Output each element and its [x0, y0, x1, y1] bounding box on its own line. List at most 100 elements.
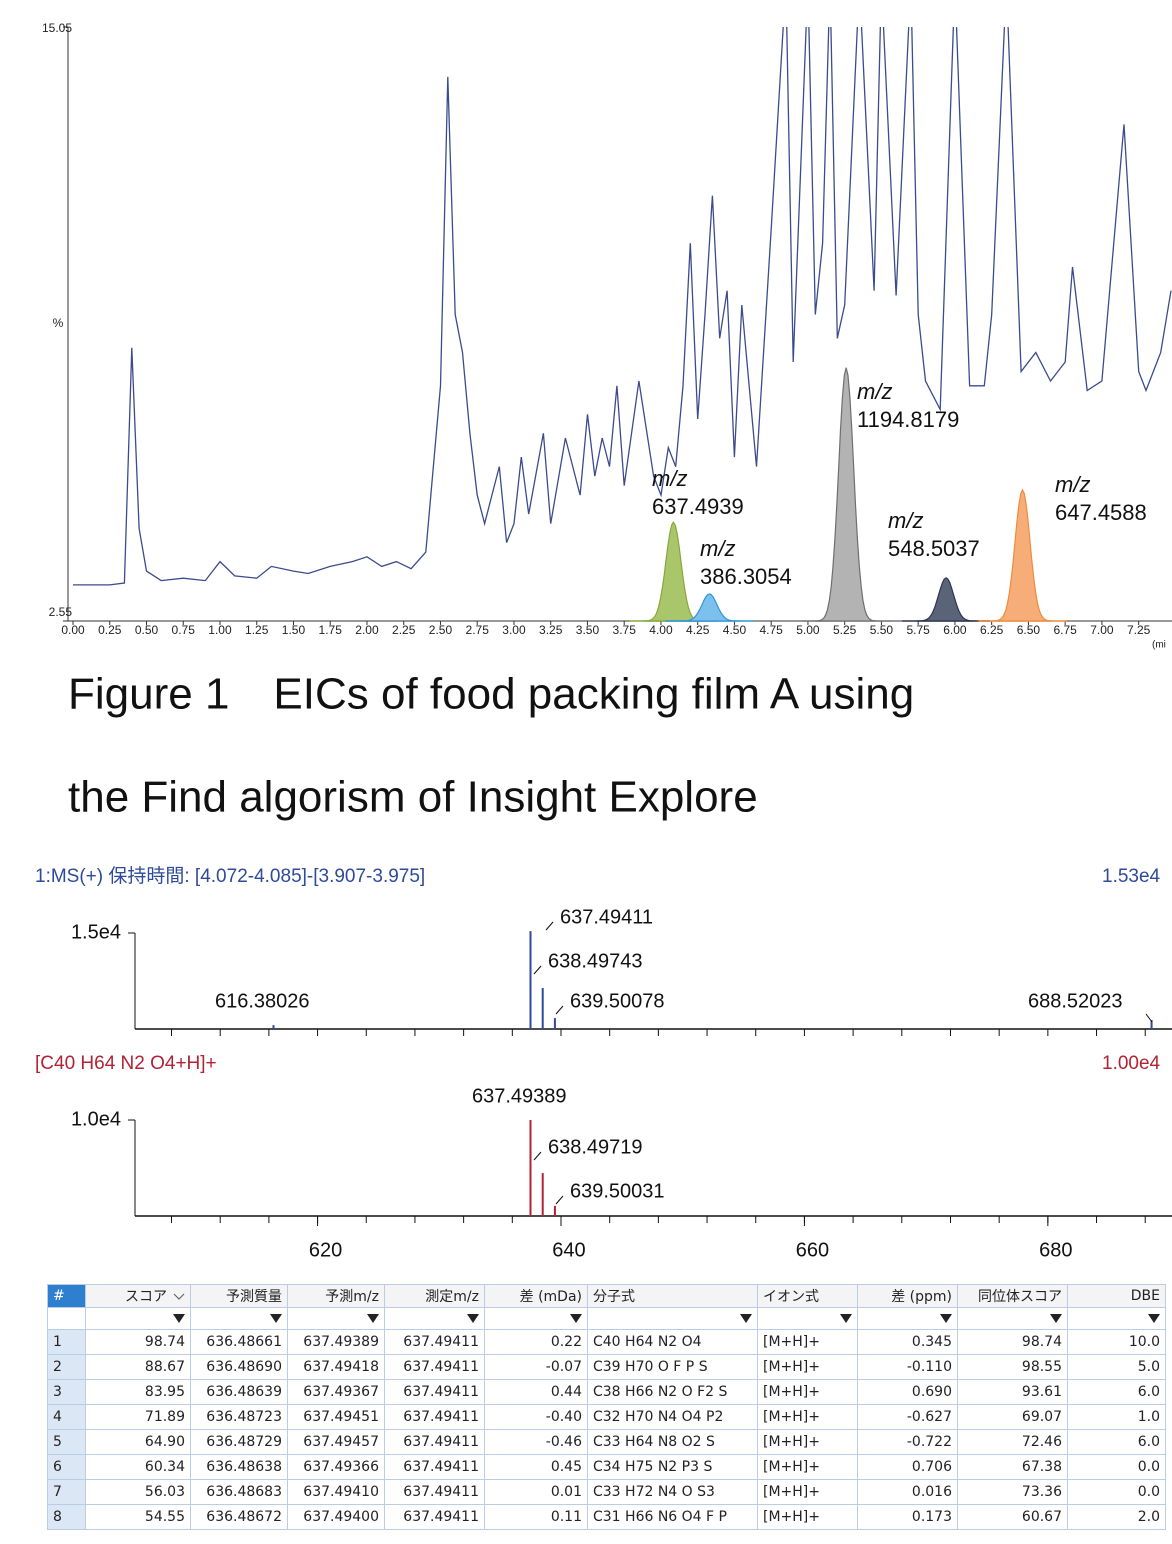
x-tick-label: 1.50 — [282, 623, 306, 637]
peak-label: 637.49389 — [472, 1085, 567, 1107]
filter-icon[interactable] — [840, 1314, 852, 1323]
table-cell: C31 H66 N6 O4 F P — [587, 1504, 758, 1530]
column-header: 差 (ppm) — [857, 1284, 958, 1308]
header-text: イオン式 — [763, 1289, 819, 1305]
table-cell: 637.49367 — [287, 1379, 385, 1405]
table-row[interactable]: 3 83.95 636.48639 637.49367 637.49411 0.44 C38… — [47, 1379, 1166, 1405]
filter-cell — [587, 1307, 758, 1330]
table-cell: 0.0 — [1067, 1454, 1166, 1480]
table-cell: 0.44 — [484, 1379, 588, 1405]
filter-cell — [484, 1307, 588, 1330]
sort-icon[interactable] — [173, 1292, 185, 1302]
table-cell: 56.03 — [85, 1479, 191, 1505]
table-cell: 98.74 — [957, 1329, 1068, 1355]
table-cell: 637.49389 — [287, 1329, 385, 1355]
table-cell: 637.49451 — [287, 1404, 385, 1430]
filter-icon[interactable] — [270, 1314, 282, 1323]
table-cell: C38 H66 N2 O F2 S — [587, 1379, 758, 1405]
table-cell: 637.49411 — [384, 1504, 485, 1530]
table-cell: 0.016 — [857, 1479, 958, 1505]
x-tick-label: 2.50 — [429, 623, 453, 637]
eic-peak — [992, 488, 1053, 622]
table-row[interactable]: 4 71.89 636.48723 637.49451 637.49411 -0.40 C3… — [47, 1404, 1166, 1430]
eic-label-mz: 637.4939 — [652, 494, 744, 519]
x-tick-label: 4.25 — [686, 623, 710, 637]
table-row[interactable]: 7 56.03 636.48683 637.49410 637.49411 0.01 C33… — [47, 1479, 1166, 1505]
plot-area — [73, 27, 1172, 622]
table-cell: -0.07 — [484, 1354, 588, 1380]
table-cell: 60.67 — [957, 1504, 1068, 1530]
header-text: 予測m/z — [325, 1289, 379, 1305]
x-tick-label: 5.00 — [796, 623, 820, 637]
eic-label-mz: 548.5037 — [888, 536, 980, 561]
table-cell: 636.48690 — [190, 1354, 288, 1380]
eic-label-unit: m/z — [857, 379, 892, 404]
table-row[interactable]: 6 60.34 636.48638 637.49366 637.49411 0.45 C34… — [47, 1454, 1166, 1480]
x-tick-label: 6.75 — [1053, 623, 1077, 637]
filter-icon[interactable] — [173, 1314, 185, 1323]
eic-label-mz: 647.4588 — [1055, 500, 1147, 525]
filter-cell — [757, 1307, 858, 1330]
filter-icon[interactable] — [1148, 1314, 1160, 1323]
table-cell: 637.49400 — [287, 1504, 385, 1530]
x-tick-label: 0.75 — [172, 623, 196, 637]
table-cell: 637.49411 — [384, 1454, 485, 1480]
table-cell: 98.74 — [85, 1329, 191, 1355]
column-header: DBE — [1067, 1284, 1166, 1308]
table-cell: C39 H70 O F P S — [587, 1354, 758, 1380]
table-cell: 637.49411 — [384, 1354, 485, 1380]
table-row[interactable]: 1 98.74 636.48661 637.49389 637.49411 0.22 C40… — [47, 1329, 1166, 1355]
table-cell: C32 H70 N4 O4 P2 — [587, 1404, 758, 1430]
peak-label: 638.49743 — [548, 950, 643, 972]
x-tick-label: 2.25 — [392, 623, 416, 637]
table-cell: 5 — [47, 1429, 86, 1455]
filter-cell — [384, 1307, 485, 1330]
table-cell: 0.45 — [484, 1454, 588, 1480]
eic-peak — [916, 577, 977, 622]
peak-label: 637.49411 — [560, 906, 653, 928]
filter-cell — [1067, 1307, 1166, 1330]
table-cell: 637.49410 — [287, 1479, 385, 1505]
table-cell: [M+H]+ — [757, 1329, 858, 1355]
filter-icon[interactable] — [467, 1314, 479, 1323]
table-cell: 637.49411 — [384, 1404, 485, 1430]
table-row[interactable]: 2 88.67 636.48690 637.49418 637.49411 -0.07 C3… — [47, 1354, 1166, 1380]
table-cell: 636.48723 — [190, 1404, 288, 1430]
header-row: # スコア 予測質量 予測m/z 測定m/z 差 (mDa) 分子式 イオン式 差 (ppm) 同… — [47, 1284, 1166, 1308]
x-tick-label: 5.75 — [907, 623, 931, 637]
caption-line: Figure 1 EICs of food packing film A usi… — [68, 670, 914, 719]
eic-label-unit: m/z — [700, 536, 735, 561]
table-cell: 10.0 — [1067, 1329, 1166, 1355]
table-row[interactable]: 5 64.90 636.48729 637.49457 637.49411 -0.46 C3… — [47, 1429, 1166, 1455]
y-tick-label: 2.55 — [49, 605, 73, 619]
x-tick-label: 5.25 — [833, 623, 857, 637]
filter-icon[interactable] — [940, 1314, 952, 1323]
y-tick-label: 1.0e4 — [71, 1108, 121, 1130]
x-tick-label: 0.00 — [61, 623, 85, 637]
x-tick-label: 1.25 — [245, 623, 269, 637]
filter-icon[interactable] — [367, 1314, 379, 1323]
column-header: # — [47, 1284, 86, 1308]
filter-icon[interactable] — [740, 1314, 752, 1323]
table-cell: 637.49411 — [384, 1379, 485, 1405]
filter-cell — [190, 1307, 288, 1330]
y-tick-label: 1.5e4 — [71, 921, 121, 943]
table-cell: 64.90 — [85, 1429, 191, 1455]
table-cell: C33 H72 N4 O S3 — [587, 1479, 758, 1505]
filter-icon[interactable] — [1050, 1314, 1062, 1323]
x-tick-label: 6.00 — [943, 623, 967, 637]
table-cell: 0.11 — [484, 1504, 588, 1530]
table-cell: 73.36 — [957, 1479, 1068, 1505]
table-cell: [M+H]+ — [757, 1404, 858, 1430]
table-cell: 8 — [47, 1504, 86, 1530]
table-cell: 2.0 — [1067, 1504, 1166, 1530]
x-tick-label: 5.50 — [870, 623, 894, 637]
table-cell: 7 — [47, 1479, 86, 1505]
table-row[interactable]: 8 54.55 636.48672 637.49400 637.49411 0.11 C31… — [47, 1504, 1166, 1530]
peak-label: 639.50031 — [570, 1180, 665, 1202]
filter-icon[interactable] — [570, 1314, 582, 1323]
table-cell: 83.95 — [85, 1379, 191, 1405]
table-cell: 1 — [47, 1329, 86, 1355]
table-cell: -0.46 — [484, 1429, 588, 1455]
table-cell: 6.0 — [1067, 1429, 1166, 1455]
